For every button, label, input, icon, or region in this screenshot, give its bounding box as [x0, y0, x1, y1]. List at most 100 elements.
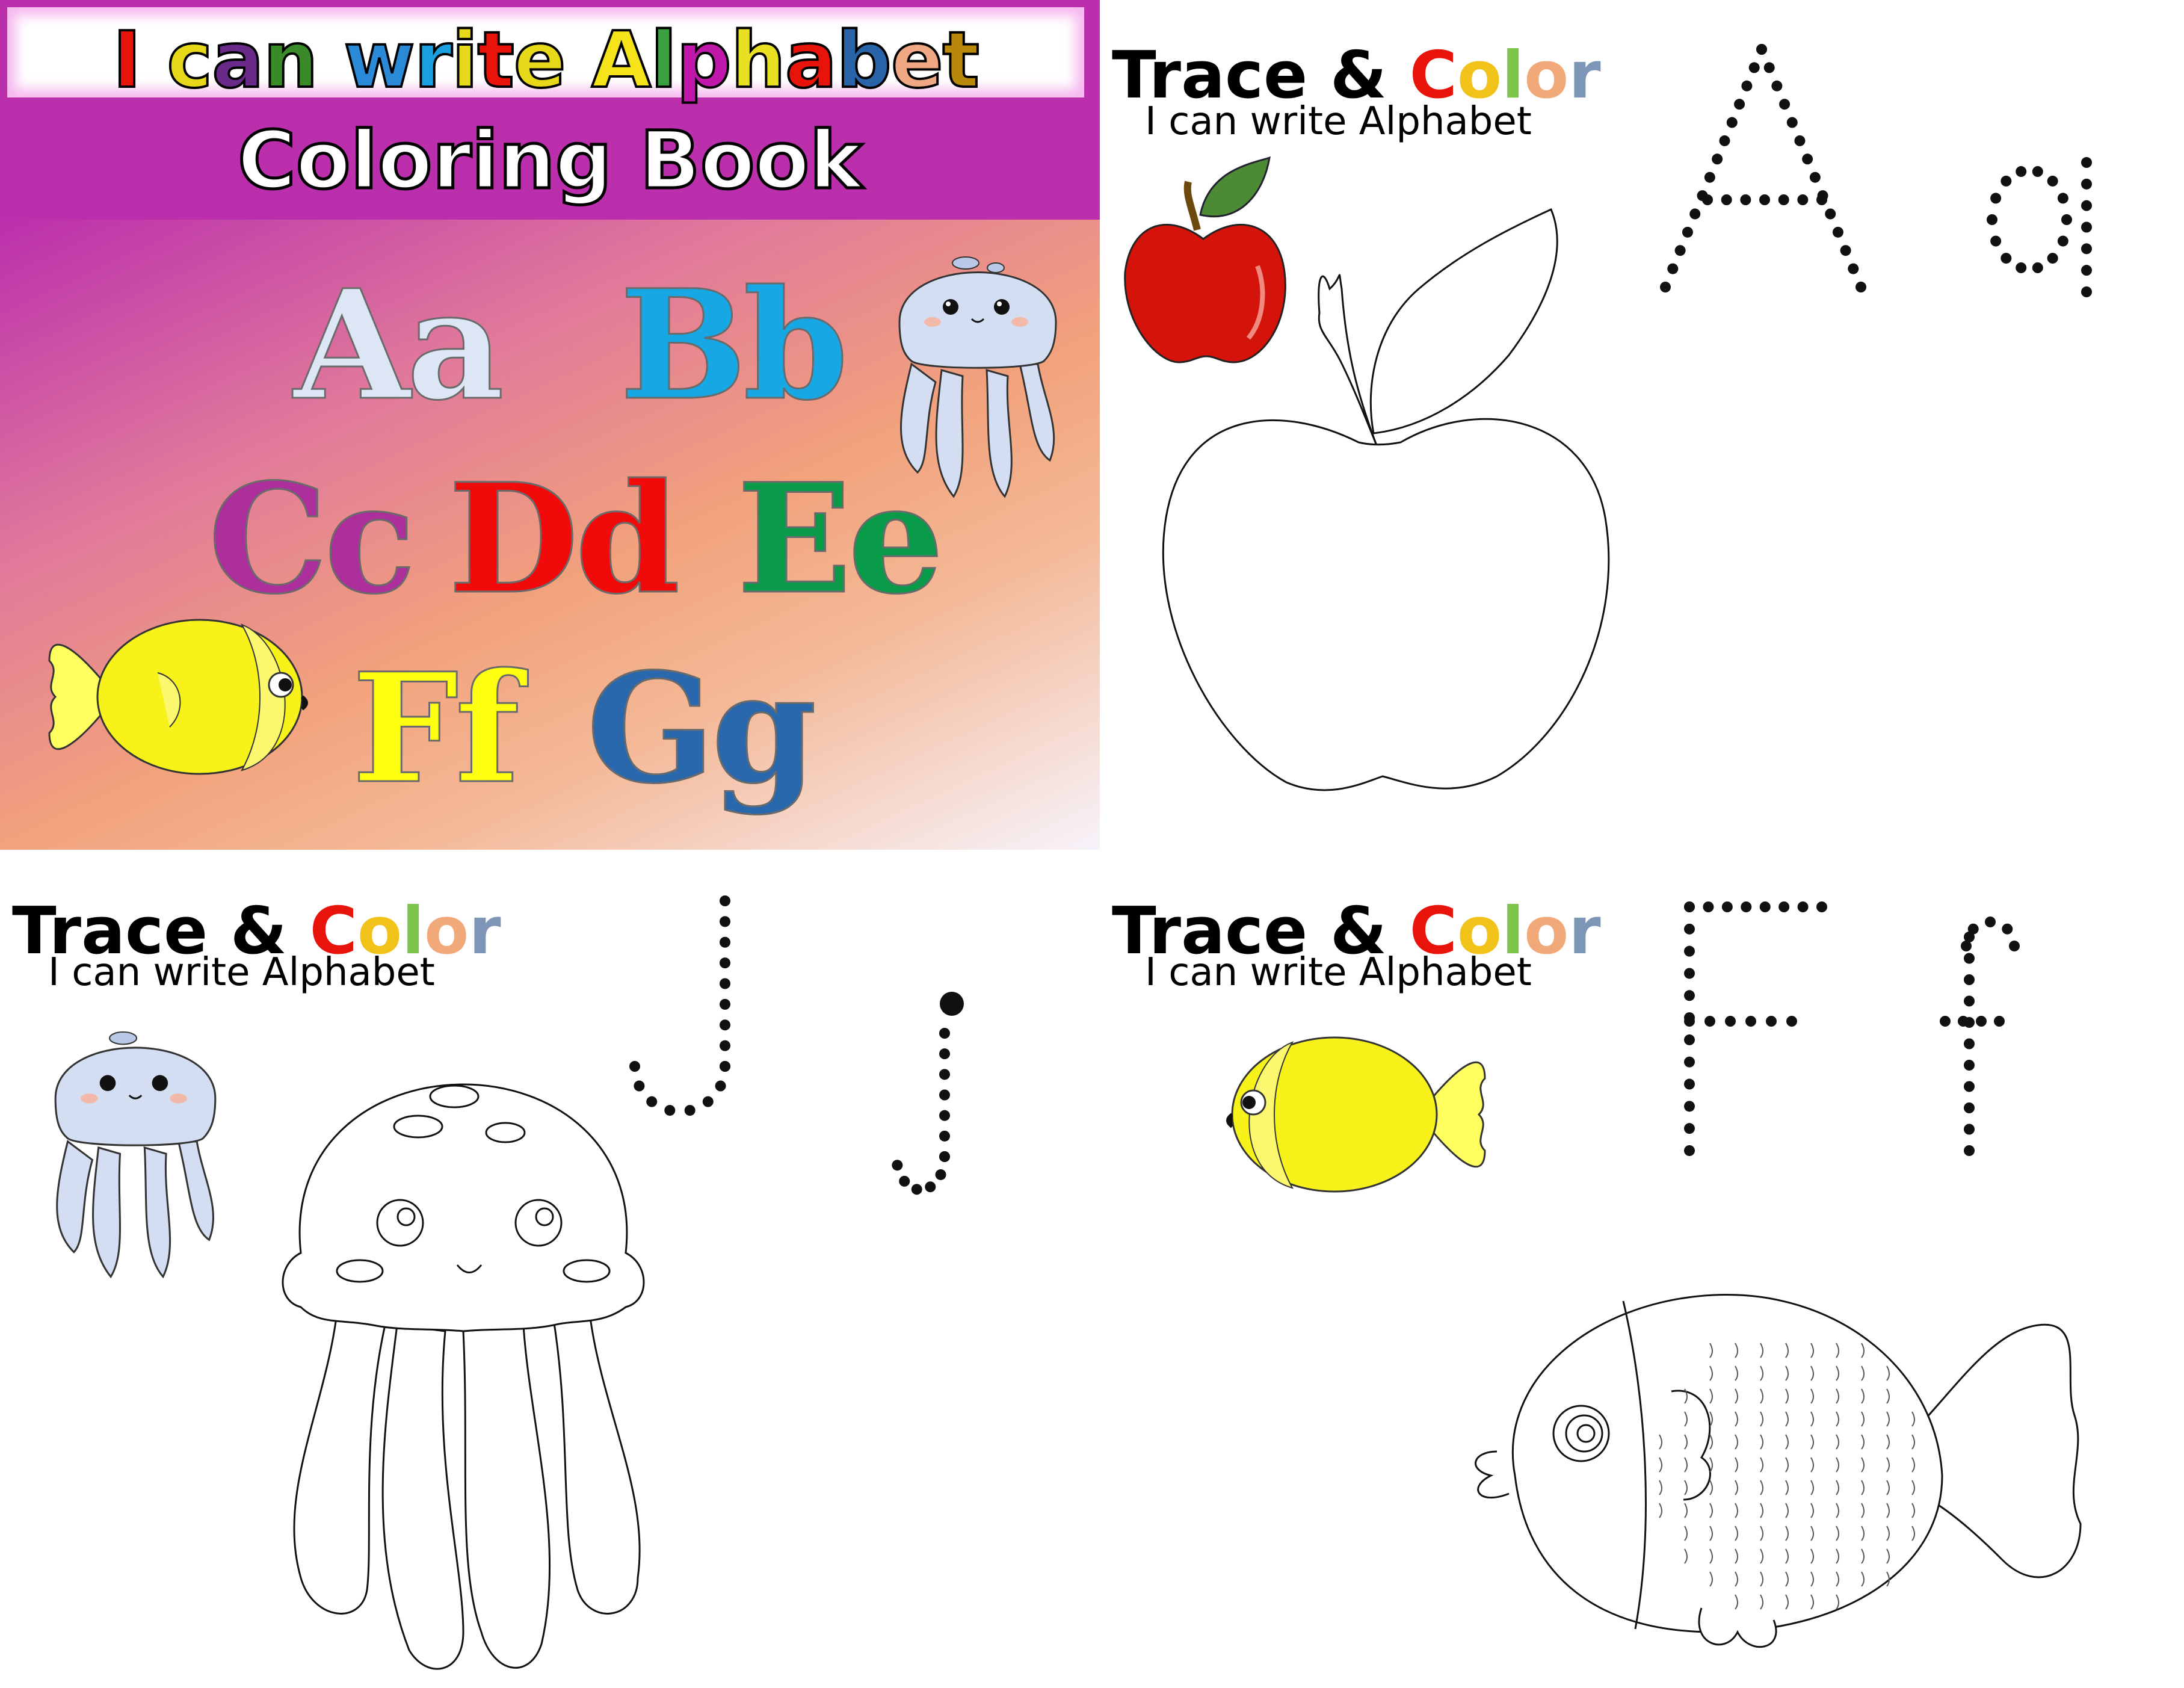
fish-scale: [1785, 1480, 1789, 1495]
trace-dot: [1797, 194, 1809, 205]
fish-scale: [1836, 1411, 1839, 1427]
trace-dot: [1759, 194, 1770, 205]
fish-scale: [1886, 1457, 1890, 1473]
cover-letter-aa: Aa: [293, 256, 505, 433]
trace-dot: [1684, 990, 1695, 1001]
fish-scale: [1735, 1571, 1738, 1587]
fish-scale: [1861, 1365, 1865, 1381]
fish-scale: [1836, 1388, 1839, 1404]
trace-dot: [1766, 1016, 1777, 1027]
fish-scale: [1659, 1480, 1662, 1495]
fish-scale: [1810, 1457, 1814, 1473]
cover-title-letter: [318, 16, 344, 105]
fish-scale: [1735, 1365, 1738, 1381]
trace-dot: [1976, 1016, 1987, 1027]
fish-scale: [1760, 1503, 1763, 1518]
cover-page: I can write Alphabet Coloring Book Aa Bb…: [0, 0, 1100, 850]
trace-dot: [1684, 1034, 1695, 1045]
trace-dot: [1763, 62, 1775, 73]
trace-dot: [1779, 99, 1791, 110]
trace-dot: [939, 1151, 950, 1162]
fish-scale: [1810, 1571, 1814, 1587]
fish-scale: [1735, 1343, 1738, 1358]
trace-dot: [1684, 1145, 1695, 1156]
cover-title-letter: l: [649, 14, 678, 107]
fish-scale: [1810, 1548, 1814, 1564]
fish-scale: [1684, 1457, 1688, 1473]
fish-scale: [1735, 1411, 1738, 1427]
fish-scale: [1785, 1388, 1789, 1404]
cover-title-letter: r: [413, 14, 454, 107]
trace-dot: [911, 1184, 922, 1195]
trace-dot: [1759, 901, 1771, 912]
cover-title-letter: h: [730, 14, 787, 107]
fish-scale: [1810, 1526, 1814, 1541]
fish-scale: [1836, 1503, 1839, 1518]
fish-scale: [1836, 1594, 1839, 1610]
fish-scale: [1785, 1571, 1789, 1587]
trace-dot: [1990, 235, 2002, 247]
trace-dot: [1964, 1124, 1975, 1135]
fish-scale: [1760, 1411, 1763, 1427]
cover-title-letter: [141, 16, 167, 105]
fish-scale: [1659, 1434, 1662, 1450]
trace-dot: [646, 1096, 658, 1107]
trace-dot: [1985, 917, 1996, 927]
cover-title-letter: i: [451, 14, 480, 107]
fish-scale: [1886, 1526, 1890, 1541]
fish-scale: [1861, 1571, 1865, 1587]
fish-scale: [1735, 1434, 1738, 1450]
cover-title: I can write Alphabet: [7, 14, 1084, 107]
cover-title-letter: A: [590, 14, 652, 107]
cover-letter-dd: Dd: [448, 450, 682, 627]
trace-dot: [1967, 923, 1979, 935]
trace-dot: [939, 1048, 950, 1060]
trace-dot: [720, 1040, 730, 1051]
trace-dot: [1721, 901, 1733, 912]
fish-scale: [1836, 1434, 1839, 1450]
trace-dot: [2081, 157, 2092, 168]
trace-dot: [1958, 1016, 1969, 1027]
trace-dot: [1802, 153, 1813, 165]
jellyfish-outline-drawing: [282, 1083, 645, 1670]
trace-dot: [720, 936, 730, 948]
trace-dot: [1778, 901, 1790, 912]
fish-scale: [1886, 1480, 1890, 1495]
fish-scale: [1659, 1503, 1662, 1518]
trace-dot: [715, 1080, 726, 1092]
fish-scale: [1886, 1388, 1890, 1404]
fish-scale: [1836, 1343, 1839, 1358]
jellyfish-icon: [898, 256, 1057, 498]
trace-dot: [1987, 214, 1997, 225]
fish-scale: [1659, 1457, 1662, 1473]
fish-scale: [1760, 1457, 1763, 1473]
trace-dot: [2032, 262, 2043, 273]
trace-dot: [720, 1019, 730, 1031]
trace-dot: [1748, 62, 1760, 73]
cover-letter-ee: Ee: [736, 450, 945, 627]
trace-dot: [1745, 1016, 1756, 1027]
fish-scale: [1886, 1411, 1890, 1427]
trace-dot: [720, 916, 730, 927]
trace-dot: [2047, 253, 2058, 264]
trace-dot: [1667, 263, 1679, 274]
trace-dot: [2057, 235, 2068, 247]
fish-scale: [1760, 1571, 1763, 1587]
trace-dot: [1786, 1016, 1797, 1027]
fish-scale: [1709, 1571, 1713, 1587]
trace-dot: [720, 978, 730, 989]
fish-icon: [1226, 1036, 1486, 1193]
trace-dot: [1682, 226, 1693, 238]
trace-dot: [2047, 175, 2058, 187]
trace-dot: [2081, 243, 2092, 255]
fish-scale: [1810, 1343, 1814, 1358]
trace-dot: [1719, 135, 1730, 146]
trace-dot: [1756, 44, 1767, 55]
trace-dot: [2000, 175, 2012, 187]
trace-dot: [1964, 1060, 1975, 1071]
fish-scale: [1735, 1594, 1738, 1610]
jellyfish-icon: [54, 1031, 217, 1279]
fish-scale: [1836, 1365, 1839, 1381]
trace-dot: [1741, 80, 1753, 91]
trace-dot: [1840, 245, 1851, 256]
